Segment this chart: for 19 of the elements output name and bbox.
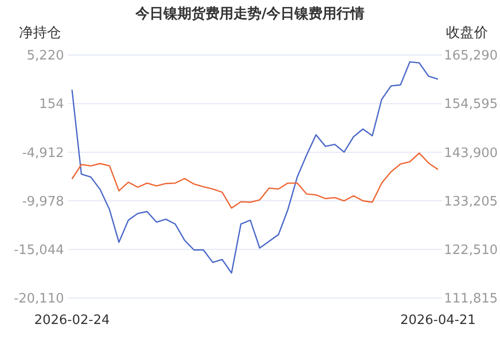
line-series [71,61,439,274]
y2-tick-label: 122,510 [444,242,498,258]
y-tick-label: 5,220 [26,48,64,64]
y-axis-title: 净持仓 [19,25,61,41]
x-tick-label: 2026-04-21 [400,313,476,328]
x-tick-label: 2026-02-24 [34,313,110,328]
y2-tick-label: 165,290 [444,48,498,64]
y2-tick-label: 133,205 [444,194,498,210]
y-tick-label: -9,978 [22,194,64,210]
y-tick-label: -15,044 [14,242,64,258]
y2-axis-title: 收盘价 [446,25,488,41]
y-tick-label: -20,110 [14,292,64,307]
y2-tick-label: 111,815 [444,292,498,307]
chart-title: 今日镍期货费用走势/今日镍费用行情 [134,6,365,22]
y-tick-label: 154 [39,97,64,112]
y-tick-label: -4,912 [22,146,64,161]
y2-tick-label: 154,595 [444,97,498,112]
line-series [71,152,439,209]
y2-tick-label: 143,900 [444,146,498,161]
